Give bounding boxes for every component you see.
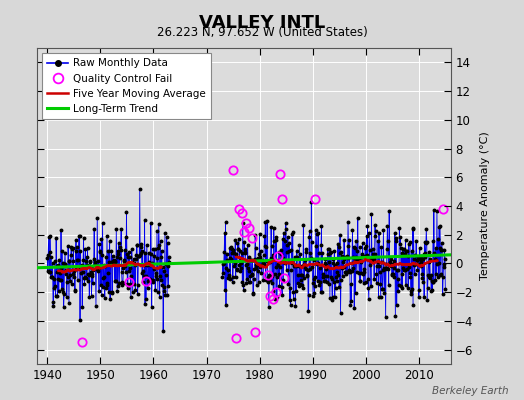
Text: VALLEY INTL: VALLEY INTL [199,14,325,32]
Text: Berkeley Earth: Berkeley Earth [432,386,508,396]
Legend: Raw Monthly Data, Quality Control Fail, Five Year Moving Average, Long-Term Tren: Raw Monthly Data, Quality Control Fail, … [42,53,211,119]
Text: 26.223 N, 97.652 W (United States): 26.223 N, 97.652 W (United States) [157,26,367,39]
Y-axis label: Temperature Anomaly (°C): Temperature Anomaly (°C) [480,132,490,280]
